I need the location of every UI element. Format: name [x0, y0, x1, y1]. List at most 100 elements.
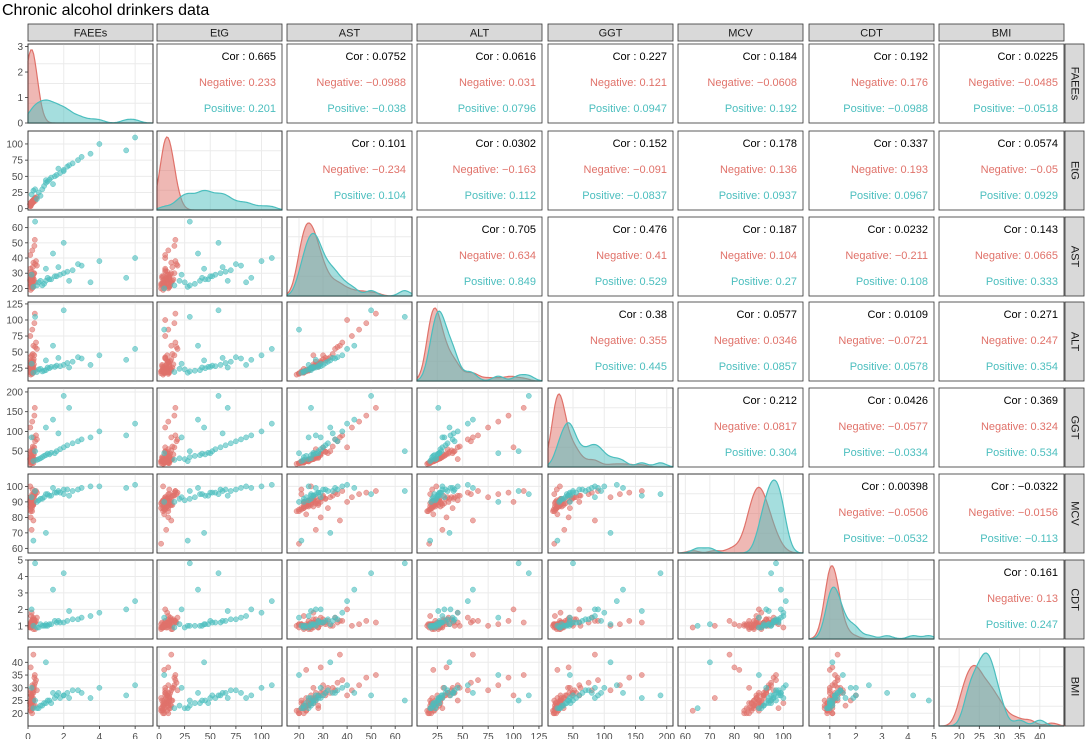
- panel-ggt-alt: [416, 387, 543, 468]
- panel-border: [156, 646, 283, 727]
- point-positive: [258, 483, 265, 490]
- point-positive: [60, 570, 67, 577]
- point-positive: [925, 697, 932, 704]
- point-positive: [192, 453, 198, 459]
- point-positive: [368, 491, 374, 497]
- cor-positive: Positive: 0.0578: [850, 361, 928, 373]
- point-negative: [607, 687, 614, 694]
- cor-positive: Positive: 0.108: [856, 276, 928, 288]
- point-positive: [215, 491, 222, 497]
- point-positive: [436, 449, 443, 456]
- point-positive: [55, 488, 62, 494]
- cor-overall: Cor : 0.178: [743, 138, 797, 150]
- cor-negative: Negative: −0.0608: [707, 77, 797, 89]
- point-positive: [161, 326, 168, 333]
- point-positive: [48, 276, 55, 283]
- point-positive: [778, 586, 784, 593]
- point-negative: [298, 486, 305, 493]
- point-positive: [184, 369, 191, 376]
- panel-cdt-faees: [27, 559, 154, 640]
- cor-negative: Negative: 0.233: [199, 77, 276, 89]
- panel-ggt-mcv: Cor : 0.212 Negative: 0.0817 Positive: 0.3…: [677, 387, 804, 468]
- panel-border: [156, 473, 283, 554]
- point-negative: [329, 492, 336, 499]
- point-positive: [171, 499, 178, 505]
- point-positive: [50, 181, 56, 187]
- point-positive: [525, 570, 532, 577]
- y-tick-label-alt: 75: [12, 332, 24, 343]
- point-positive: [48, 174, 55, 181]
- y-tick-label-bmi: 40: [12, 658, 24, 669]
- cor-positive: Positive: 0.445: [595, 361, 667, 373]
- point-negative: [337, 342, 343, 349]
- cor-positive: Positive: −0.0334: [843, 447, 928, 459]
- point-negative: [300, 613, 307, 619]
- panel-mcv-ggt: [547, 473, 674, 554]
- point-positive: [515, 560, 522, 567]
- density-positive: [939, 652, 1064, 727]
- point-positive: [768, 570, 774, 577]
- point-negative: [510, 499, 517, 505]
- point-negative: [164, 276, 171, 283]
- point-positive: [201, 265, 207, 272]
- point-negative: [775, 705, 782, 712]
- point-negative: [689, 624, 696, 631]
- cor-positive: Positive: 0.354: [986, 361, 1058, 373]
- point-positive: [176, 455, 183, 462]
- panel-border: [27, 130, 154, 211]
- point-negative: [505, 489, 512, 496]
- point-positive: [69, 267, 76, 274]
- panel-ast-etg: [156, 216, 283, 297]
- x-tick-label-bmi: 40: [1034, 732, 1046, 739]
- point-negative: [443, 451, 450, 457]
- point-negative: [554, 667, 561, 673]
- point-positive: [60, 239, 67, 246]
- point-negative: [429, 486, 436, 493]
- point-positive: [233, 261, 239, 267]
- point-positive: [657, 692, 664, 699]
- point-negative: [172, 488, 179, 494]
- point-negative: [349, 494, 355, 501]
- point-positive: [209, 273, 216, 280]
- point-positive: [778, 606, 784, 613]
- cor-positive: Positive: 0.0796: [458, 103, 536, 115]
- point-positive: [368, 307, 374, 314]
- point-positive: [75, 616, 81, 623]
- point-positive: [222, 268, 229, 275]
- point-negative: [363, 320, 370, 327]
- point-negative: [363, 489, 370, 496]
- point-positive: [238, 690, 244, 696]
- point-negative: [456, 443, 463, 450]
- point-positive: [178, 271, 185, 278]
- point-positive: [37, 495, 44, 502]
- point-negative: [495, 621, 502, 628]
- cor-negative: Negative: 0.121: [590, 77, 667, 89]
- point-positive: [441, 606, 448, 613]
- point-negative: [373, 488, 379, 494]
- point-positive: [60, 491, 67, 497]
- point-positive: [567, 672, 573, 678]
- y-tick-label-ast: 50: [12, 238, 24, 249]
- cor-overall: Cor : 0.00398: [861, 481, 928, 493]
- point-positive: [48, 364, 55, 370]
- point-positive: [495, 672, 502, 678]
- point-positive: [447, 606, 454, 613]
- point-negative: [356, 491, 362, 497]
- point-positive: [69, 687, 76, 694]
- y-tick-label-ggt: 200: [6, 387, 23, 398]
- chart-title: Chronic alcohol drinkers data: [2, 2, 209, 19]
- point-negative: [344, 499, 350, 505]
- point-positive: [28, 494, 35, 501]
- cor-positive: Positive: 0.247: [986, 619, 1058, 631]
- panel-border: [808, 559, 935, 640]
- point-positive: [427, 705, 434, 712]
- point-positive: [66, 608, 72, 614]
- point-positive: [215, 393, 222, 399]
- point-negative: [475, 677, 481, 683]
- cor-negative: Negative: 0.247: [981, 335, 1058, 347]
- point-negative: [329, 443, 336, 450]
- point-positive: [75, 261, 81, 267]
- point-positive: [296, 499, 302, 505]
- panel-background: [938, 216, 1065, 297]
- panel-border: [416, 646, 543, 727]
